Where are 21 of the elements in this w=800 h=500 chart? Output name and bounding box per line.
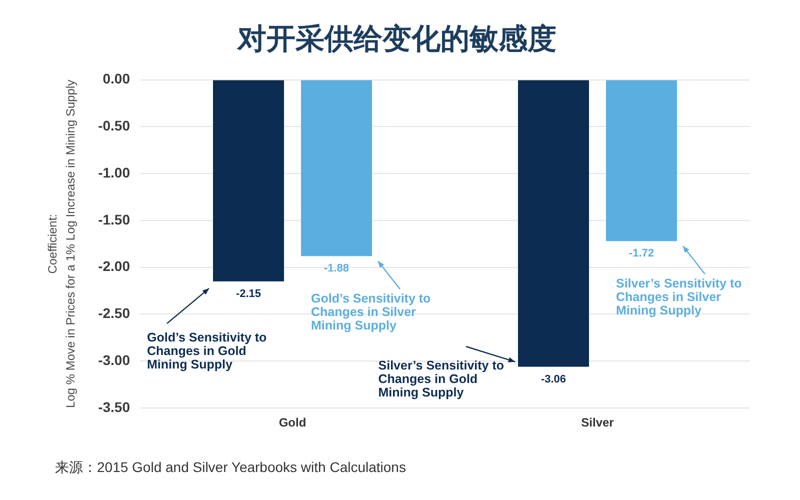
data-label: -1.88 [324, 262, 350, 275]
annotation: Gold’s Sensitivity to Changes in Silver Mining Supply [310, 291, 432, 332]
y-tick-label: -1.50 [98, 211, 130, 228]
x-tick-label: Gold [278, 416, 306, 430]
y-tick-label: -3.00 [98, 352, 130, 368]
chart-title: 对开采供给变化的敏感度 [236, 22, 556, 56]
data-label: -3.06 [540, 373, 566, 386]
annotation: Gold’s Sensitivity to Changes in Gold Mining Supply [147, 330, 268, 372]
y-tick-label: -2.00 [98, 258, 130, 274]
x-tick-label: Silver [581, 416, 614, 430]
y-axis-title: Coefficient: Log % Move in Prices for a 1% Log Increase in Mining Supply [45, 80, 78, 408]
annotation: Silver’s Sensitivity to Changes in Silver Mining Supply [616, 276, 742, 318]
y-tick-label: 0.00 [102, 70, 130, 87]
data-label: -1.72 [628, 248, 654, 260]
y-tick-label: -3.50 [98, 398, 130, 415]
y-tick-label: -2.50 [98, 305, 130, 322]
y-tick-label: -1.00 [98, 164, 130, 180]
data-label: -2.15 [236, 288, 262, 300]
y-tick-label: -0.50 [98, 118, 130, 134]
annotation: Silver’s Sensitivity to Changes in Gold Mining Supply [378, 358, 504, 400]
source-note: 来源：2015 Gold and Silver Yearbooks with Calculations [55, 458, 406, 475]
